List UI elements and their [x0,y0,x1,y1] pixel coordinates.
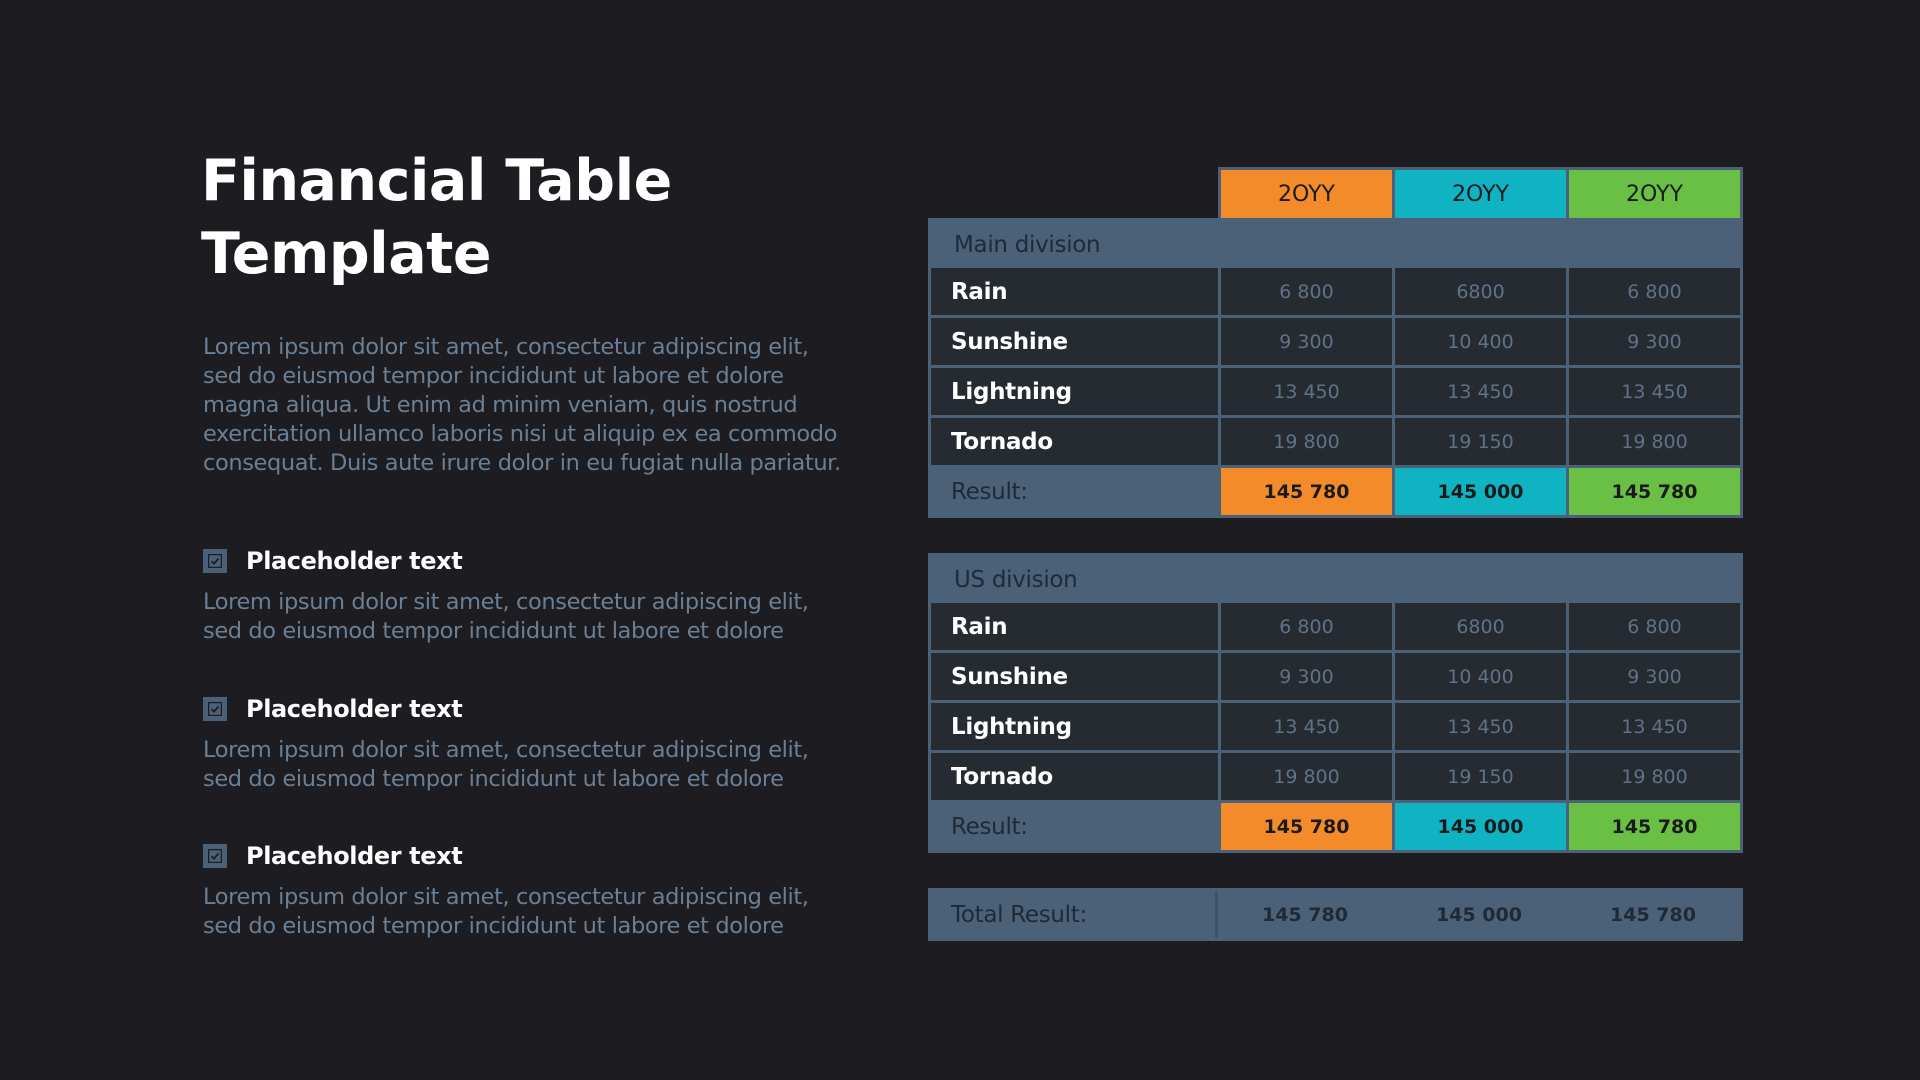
table-row: Lightning 13 450 13 450 13 450 [931,368,1740,415]
table-cell: 6 800 [1221,268,1392,315]
table-cell: 13 450 [1395,703,1566,750]
division-title: US division [954,566,1078,593]
table-cell: 6 800 [1569,603,1740,650]
table-cell: 6 800 [1221,603,1392,650]
result-cell: 145 000 [1395,803,1566,850]
checklist-item: Placeholder text Lorem ipsum dolor sit a… [203,693,843,794]
checkbox-checked-icon[interactable] [203,549,227,573]
checklist-item-description: Lorem ipsum dolor sit amet, consectetur … [203,737,809,792]
result-row: Result: 145 780 145 000 145 780 [931,803,1740,850]
checklist-item-title: Placeholder text [246,695,463,723]
total-result-cell: 145 000 [1436,903,1522,926]
result-row: Result: 145 780 145 000 145 780 [931,468,1740,515]
checkbox-checked-icon[interactable] [203,697,227,721]
table-cell: 19 150 [1395,418,1566,465]
checklist-item-title: Placeholder text [246,547,463,575]
table-row: Tornado 19 800 19 150 19 800 [931,753,1740,800]
checkbox-checked-icon[interactable] [203,844,227,868]
table-row: Sunshine 9 300 10 400 9 300 [931,318,1740,365]
row-label: Lightning [931,703,1218,750]
year-header-cell: 2OYY [1221,170,1392,218]
row-label: Tornado [931,418,1218,465]
year-header-row: 2OYY 2OYY 2OYY [1218,167,1743,221]
result-cell: 145 780 [1569,468,1740,515]
result-cell: 145 000 [1395,468,1566,515]
table-cell: 13 450 [1221,368,1392,415]
page-title: Financial Table Template [201,148,672,287]
checklist-item-description: Lorem ipsum dolor sit amet, consectetur … [203,589,809,644]
result-cell: 145 780 [1221,468,1392,515]
table-cell: 19 800 [1221,418,1392,465]
table-cell: 13 450 [1569,703,1740,750]
year-header-cell: 2OYY [1395,170,1566,218]
table-cell: 10 400 [1395,653,1566,700]
year-header-cell: 2OYY [1569,170,1740,218]
table-cell: 13 450 [1395,368,1566,415]
table-cell: 6 800 [1569,268,1740,315]
result-cell: 145 780 [1221,803,1392,850]
us-division-table: US division Rain 6 800 6800 6 800 Sunshi… [928,553,1743,853]
table-row: Lightning 13 450 13 450 13 450 [931,703,1740,750]
table-row: Tornado 19 800 19 150 19 800 [931,418,1740,465]
table-row: Rain 6 800 6800 6 800 [931,603,1740,650]
table-cell: 19 800 [1569,753,1740,800]
row-label: Rain [931,268,1218,315]
checklist-item: Placeholder text Lorem ipsum dolor sit a… [203,840,843,941]
row-label: Tornado [931,753,1218,800]
table-cell: 9 300 [1221,318,1392,365]
checklist-item-title: Placeholder text [246,842,463,870]
total-result-cell: 145 780 [1610,903,1696,926]
result-label: Result: [931,803,1218,850]
row-label: Rain [931,603,1218,650]
table-cell: 19 800 [1569,418,1740,465]
table-cell: 19 150 [1395,753,1566,800]
checklist-item-description: Lorem ipsum dolor sit amet, consectetur … [203,884,809,939]
table-cell: 6800 [1395,268,1566,315]
row-label: Lightning [931,368,1218,415]
row-label: Sunshine [931,653,1218,700]
total-result-row: Total Result: 145 780 145 000 145 780 [928,888,1743,941]
checklist-item: Placeholder text Lorem ipsum dolor sit a… [203,545,843,646]
table-row: Rain 6 800 6800 6 800 [931,268,1740,315]
main-division-table: Main division Rain 6 800 6800 6 800 Suns… [928,218,1743,518]
table-cell: 9 300 [1569,653,1740,700]
division-title: Main division [954,231,1101,258]
table-cell: 13 450 [1569,368,1740,415]
intro-paragraph: Lorem ipsum dolor sit amet, consectetur … [203,334,841,476]
table-cell: 13 450 [1221,703,1392,750]
table-cell: 9 300 [1569,318,1740,365]
table-cell: 6800 [1395,603,1566,650]
table-cell: 10 400 [1395,318,1566,365]
result-cell: 145 780 [1569,803,1740,850]
table-cell: 19 800 [1221,753,1392,800]
table-cell: 9 300 [1221,653,1392,700]
row-label: Sunshine [931,318,1218,365]
result-label: Result: [931,468,1218,515]
table-row: Sunshine 9 300 10 400 9 300 [931,653,1740,700]
total-result-label: Total Result: [931,891,1218,938]
total-result-cell: 145 780 [1262,903,1348,926]
